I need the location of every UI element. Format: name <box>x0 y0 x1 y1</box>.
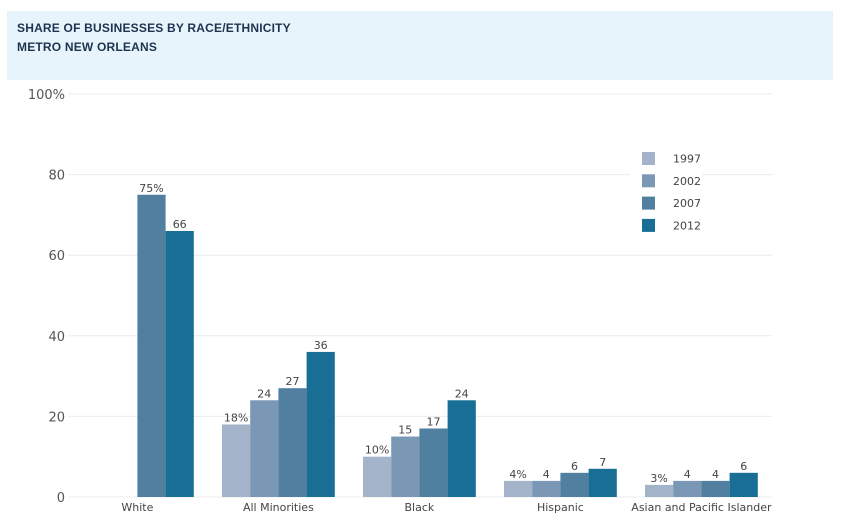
bar-2002[interactable] <box>391 436 420 497</box>
legend-label[interactable]: 2002 <box>673 175 701 188</box>
y-tick-label: 40 <box>48 330 65 345</box>
data-label: 36 <box>314 339 328 352</box>
bar-2002[interactable] <box>250 400 279 497</box>
data-label: 18% <box>224 411 248 424</box>
x-category-label: Hispanic <box>537 501 584 514</box>
data-label: 4 <box>543 468 550 481</box>
data-label: 27 <box>286 375 300 388</box>
y-tick-label: 100% <box>28 88 65 103</box>
data-label: 24 <box>455 387 469 400</box>
data-label: 6 <box>740 460 747 473</box>
x-axis-labels: White All Minorities Black Hispanic Asian an… <box>121 501 772 514</box>
legend-swatch-2007 <box>642 196 655 210</box>
legend-swatch-2012 <box>642 218 655 232</box>
data-label: 66 <box>173 218 187 231</box>
bar-1997[interactable] <box>504 480 533 497</box>
bar-2007[interactable] <box>419 428 448 497</box>
y-tick-label: 0 <box>57 491 65 506</box>
legend-label[interactable]: 1997 <box>673 153 701 166</box>
bar-2007[interactable] <box>560 472 589 497</box>
data-label: 24 <box>257 387 271 400</box>
bar-2012[interactable] <box>306 351 335 497</box>
bar-1997[interactable] <box>222 424 251 497</box>
data-label: 6 <box>571 460 578 473</box>
data-label: 15 <box>398 424 412 437</box>
x-category-label: White <box>121 501 153 514</box>
legend-swatch-2002 <box>642 174 655 188</box>
data-labels: 75% 66 18% 24 27 36 10% 15 17 24 4% 4 6 7 3% 4 4 6 <box>139 182 747 485</box>
data-label: 75% <box>139 182 163 195</box>
bar-2012[interactable] <box>165 231 194 497</box>
bars <box>137 194 758 497</box>
y-axis-ticks: 0 20 40 60 80 100% <box>28 88 65 506</box>
x-category-label: Black <box>405 501 435 514</box>
data-label: 4 <box>684 468 691 481</box>
y-tick-label: 20 <box>48 410 65 425</box>
data-label: 7 <box>599 456 606 469</box>
chart-title: SHARE OF BUSINESSES BY RACE/ETHNICITY ME… <box>17 19 291 57</box>
legend-swatch-1997 <box>642 152 655 165</box>
legend: 1997 2002 2007 2012 <box>630 146 702 238</box>
chart-subtitle: METRO NEW ORLEANS <box>17 40 158 54</box>
data-label: 17 <box>427 415 441 428</box>
y-tick-label: 60 <box>48 249 65 264</box>
legend-label[interactable]: 2007 <box>673 197 701 210</box>
bar-2002[interactable] <box>673 480 702 497</box>
bar-2007[interactable] <box>137 194 166 497</box>
data-label: 3% <box>650 472 667 485</box>
data-label: 4 <box>712 468 719 481</box>
bar-2007[interactable] <box>278 388 307 497</box>
bar-2012[interactable] <box>729 472 758 497</box>
bar-2012[interactable] <box>588 468 617 497</box>
x-category-label: Asian and Pacific Islander <box>631 501 772 514</box>
bar-2012[interactable] <box>447 400 476 497</box>
data-label: 4% <box>509 468 526 481</box>
data-label: 10% <box>365 444 389 457</box>
legend-label[interactable]: 2012 <box>673 219 701 232</box>
bar-1997[interactable] <box>645 484 674 497</box>
bar-2007[interactable] <box>701 480 730 497</box>
chart-title-line1: SHARE OF BUSINESSES BY RACE/ETHNICITY <box>17 21 291 35</box>
bar-2002[interactable] <box>532 480 561 497</box>
y-tick-label: 80 <box>48 169 65 184</box>
bar-1997[interactable] <box>363 456 392 497</box>
x-category-label: All Minorities <box>243 501 314 514</box>
chart-header <box>7 11 833 80</box>
